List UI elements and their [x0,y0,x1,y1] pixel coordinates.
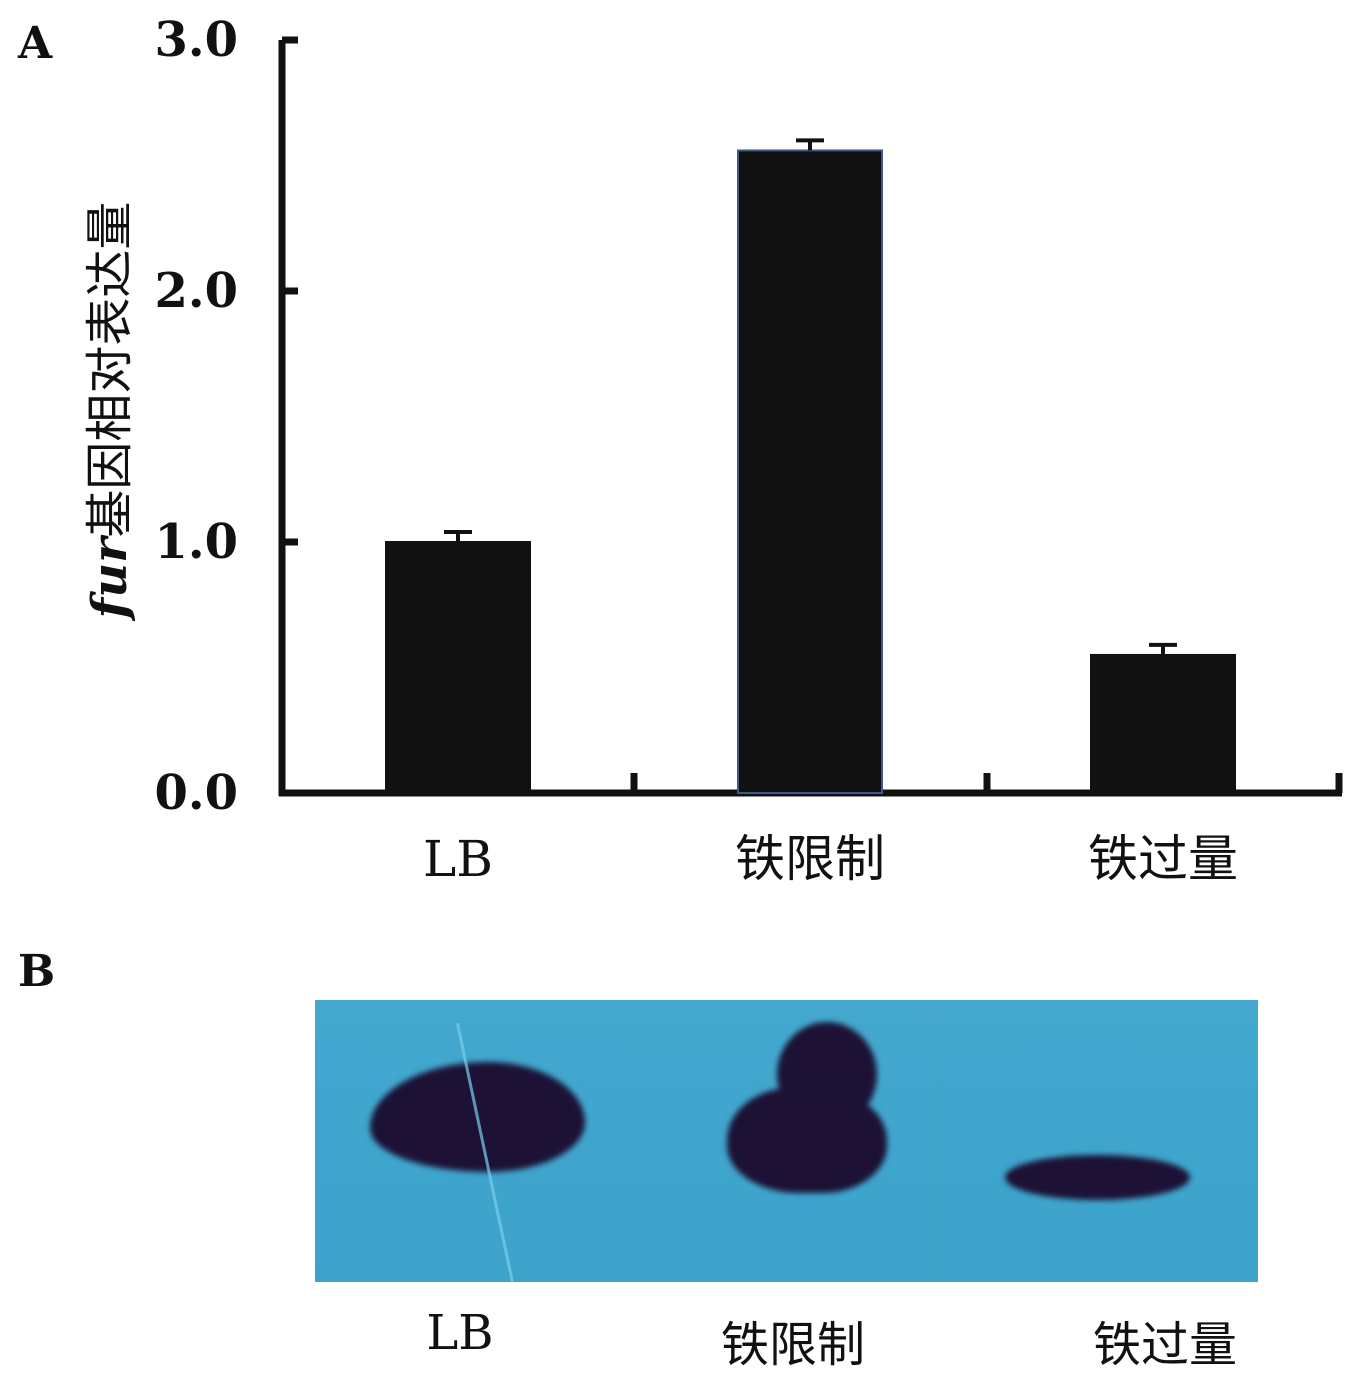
chart-bars [385,138,1236,795]
blot-lane-label-iron-excess: 铁过量 [1092,1317,1238,1373]
y-axis-label-gene: fur [82,537,138,619]
blot-band-iron-limited [727,1088,887,1193]
x-tick-label-0: LB [423,830,493,888]
western-blot-image [315,1000,1258,1282]
y-tick-label-0: 0.0 [154,765,238,821]
panel-a-label: A [18,18,53,69]
blot-band-iron-excess [1005,1155,1190,1200]
bar-2 [1090,653,1236,795]
blot-lane-divider [937,1000,939,1282]
blot-lane-label-iron-limited: 铁限制 [720,1317,866,1373]
bar-1 [737,149,883,794]
bar-0 [385,541,531,794]
y-tick-label-1: 1.0 [154,514,238,570]
blot-lane-label-lb: LB [426,1305,494,1361]
y-axis-label-text: 基因相对表达量 [82,201,138,538]
x-tick-label-1: 铁限制 [735,830,885,888]
y-tick-label-2: 2.0 [154,263,238,319]
bar-chart: 0.0 1.0 2.0 3.0 LB 铁限制 铁过量 [154,12,1343,888]
panel-b-label: B [18,946,56,997]
x-tick-labels: LB 铁限制 铁过量 [423,830,1238,888]
y-tick-labels: 0.0 1.0 2.0 3.0 [154,12,238,821]
y-tick-label-3: 3.0 [154,12,238,68]
x-tick-label-2: 铁过量 [1088,830,1238,888]
y-axis-label: fur基因相对表达量 [70,100,140,720]
